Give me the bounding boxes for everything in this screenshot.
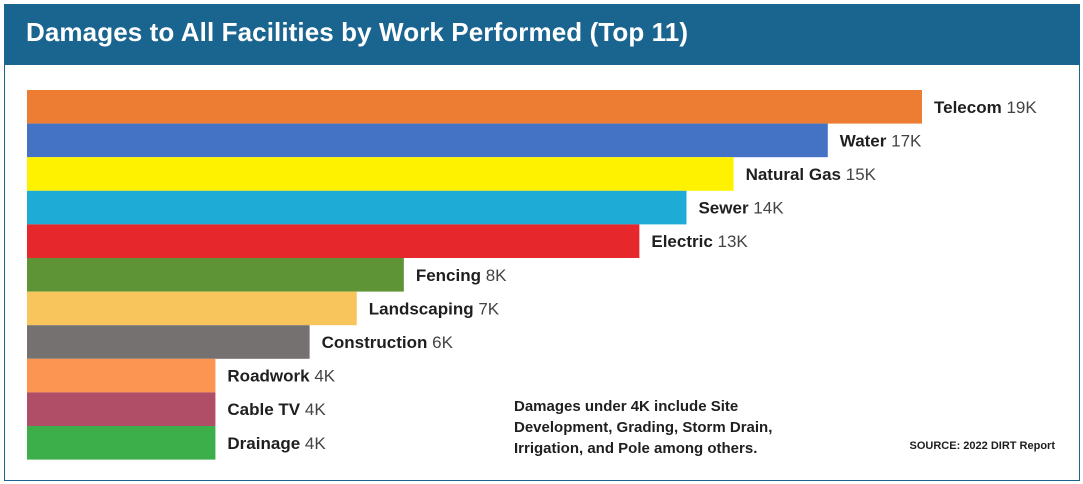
source-label: SOURCE: 2022 DIRT Report (909, 440, 1055, 452)
bar-electric (27, 224, 640, 258)
bar-natural-gas (27, 157, 734, 191)
category-label: Cable TV (227, 400, 300, 419)
value-label: 15K (841, 165, 877, 184)
bar-label-telecom: Telecom 19K (934, 98, 1037, 117)
bar-landscaping (27, 291, 357, 326)
value-label: 8K (481, 266, 507, 285)
value-label: 4K (300, 400, 326, 419)
bar-sewer (27, 190, 687, 225)
bar-label-natural-gas: Natural Gas 15K (746, 165, 877, 184)
value-label: 13K (713, 232, 749, 251)
category-label: Drainage (227, 434, 300, 453)
bar-drainage (27, 426, 216, 460)
category-label: Construction (322, 333, 428, 352)
chart-title: Damages to All Facilities by Work Perfor… (26, 17, 689, 47)
bar-water (27, 123, 828, 158)
bar-construction (27, 325, 310, 359)
bar-fencing (27, 258, 404, 292)
bar-roadwork (27, 358, 216, 393)
chart-note: Damages under 4K include Site Developmen… (514, 398, 773, 457)
bar-label-construction: Construction 6K (322, 333, 454, 352)
bar-label-roadwork: Roadwork 4K (227, 367, 335, 386)
title-banner: Damages to All Facilities by Work Perfor… (5, 5, 1079, 65)
bar-label-fencing: Fencing 8K (416, 266, 507, 285)
bar-label-landscaping: Landscaping 7K (369, 299, 500, 318)
category-label: Water (840, 131, 887, 150)
value-label: 19K (1002, 98, 1038, 117)
value-label: 7K (474, 299, 500, 318)
value-label: 4K (300, 434, 326, 453)
category-label: Landscaping (369, 299, 474, 318)
value-label: 4K (310, 367, 336, 386)
bar-label-electric: Electric 13K (651, 232, 748, 251)
category-label: Natural Gas (746, 165, 841, 184)
bar-label-cable-tv: Cable TV 4K (227, 400, 326, 419)
category-label: Telecom (934, 98, 1002, 117)
bar-telecom (27, 90, 922, 124)
category-label: Roadwork (227, 367, 310, 386)
bar-label-drainage: Drainage 4K (227, 434, 326, 453)
bar-cable-tv (27, 392, 216, 426)
bar-label-sewer: Sewer 14K (698, 199, 784, 218)
category-label: Electric (651, 232, 712, 251)
category-label: Fencing (416, 266, 481, 285)
category-label: Sewer (698, 199, 748, 218)
value-label: 17K (886, 131, 922, 150)
value-label: 14K (749, 199, 785, 218)
value-label: 6K (427, 333, 453, 352)
bar-label-water: Water 17K (840, 131, 922, 150)
